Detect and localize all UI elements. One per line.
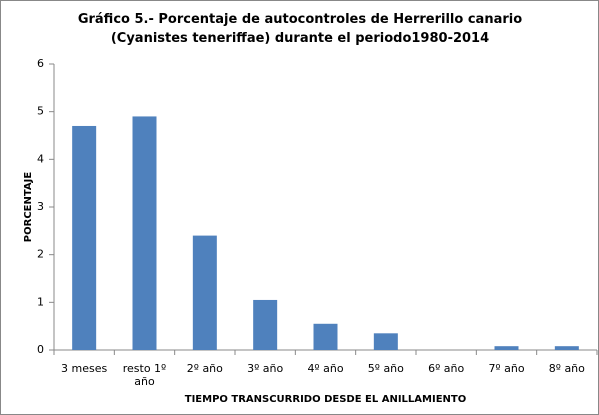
y-tick-label: 3	[37, 200, 44, 213]
y-axis-label: PORCENTAJE	[23, 172, 34, 243]
y-tick-label: 4	[37, 152, 44, 165]
x-tick-label: 5º año	[367, 362, 404, 375]
bar	[313, 323, 338, 350]
y-tick-label: 6	[37, 57, 44, 70]
x-tick-label: 4º año	[307, 362, 344, 375]
bar	[253, 299, 278, 350]
x-tick-label: 8º año	[548, 362, 585, 375]
x-axis-label: TIEMPO TRANSCURRIDO DESDE EL ANILLAMIENT…	[184, 394, 467, 405]
bar	[554, 346, 579, 350]
x-tick-label: 6º año	[428, 362, 465, 375]
bar	[373, 333, 398, 350]
x-tick-label: 7º año	[488, 362, 525, 375]
bar	[494, 346, 519, 350]
bar	[72, 125, 97, 350]
bar	[132, 116, 157, 350]
x-tick-label: 3 meses	[61, 362, 108, 375]
x-tick-label: resto 1º año	[122, 362, 167, 388]
y-tick-label: 1	[37, 295, 44, 308]
y-tick-label: 0	[37, 343, 44, 356]
y-tick-label: 2	[37, 248, 44, 261]
bar	[192, 235, 217, 350]
y-tick-label: 5	[37, 105, 44, 118]
x-tick-label: 2º año	[186, 362, 223, 375]
x-tick-label: 3º año	[247, 362, 284, 375]
chart-title: Gráfico 5.- Porcentaje de autocontroles …	[77, 12, 523, 46]
